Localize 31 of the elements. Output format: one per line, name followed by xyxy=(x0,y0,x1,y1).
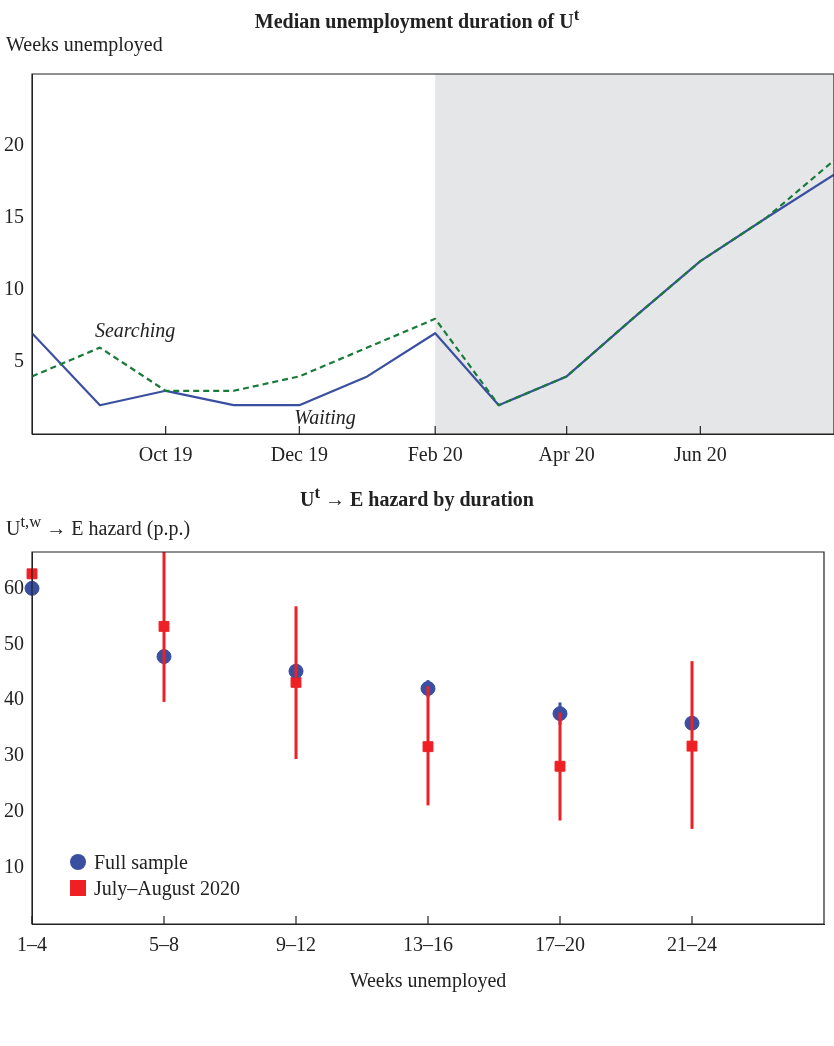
y-tick-label: 30 xyxy=(4,743,24,766)
point xyxy=(26,568,38,580)
chart-title: Median unemployment duration of U$^{t}$ xyxy=(253,4,581,32)
y-tick-label: 15 xyxy=(4,205,24,228)
y-tick-label: 20 xyxy=(4,133,24,156)
x-tick-label: 9–12 xyxy=(276,933,316,956)
y-axis-title: Weeks unemployed xyxy=(5,32,164,58)
x-tick-label: Dec 19 xyxy=(270,443,328,466)
x-tick-label: 13–16 xyxy=(403,933,453,956)
x-tick-label: Jun 20 xyxy=(673,443,727,466)
legend-label: July–August 2020 xyxy=(94,876,241,900)
series-label: Searching xyxy=(94,318,176,342)
x-tick-label: 21–24 xyxy=(667,933,717,956)
x-tick-label: 17–20 xyxy=(535,933,585,956)
chart-title: U$^{t}$ → E hazard by duration xyxy=(299,482,535,510)
y-axis-title: U$^{t,w}$ → E hazard (p.p.) xyxy=(5,511,192,539)
y-tick-label: 20 xyxy=(4,799,24,822)
y-tick-label: 10 xyxy=(4,855,24,878)
x-tick-label: Feb 20 xyxy=(407,443,463,466)
x-axis-title: Weeks unemployed xyxy=(349,969,507,993)
x-tick-label: 5–8 xyxy=(149,933,179,956)
y-tick-label: 50 xyxy=(4,631,24,654)
x-tick-label: Apr 20 xyxy=(538,443,595,467)
y-tick-label: 40 xyxy=(4,687,24,710)
y-tick-label: 10 xyxy=(4,277,24,300)
legend-label: Full sample xyxy=(94,850,188,874)
y-tick-label: 60 xyxy=(4,575,24,598)
y-tick-label: 5 xyxy=(14,349,24,372)
x-tick-label: 1–4 xyxy=(17,933,47,956)
x-tick-label: Oct 19 xyxy=(138,443,193,466)
series-label: Waiting xyxy=(294,406,356,430)
